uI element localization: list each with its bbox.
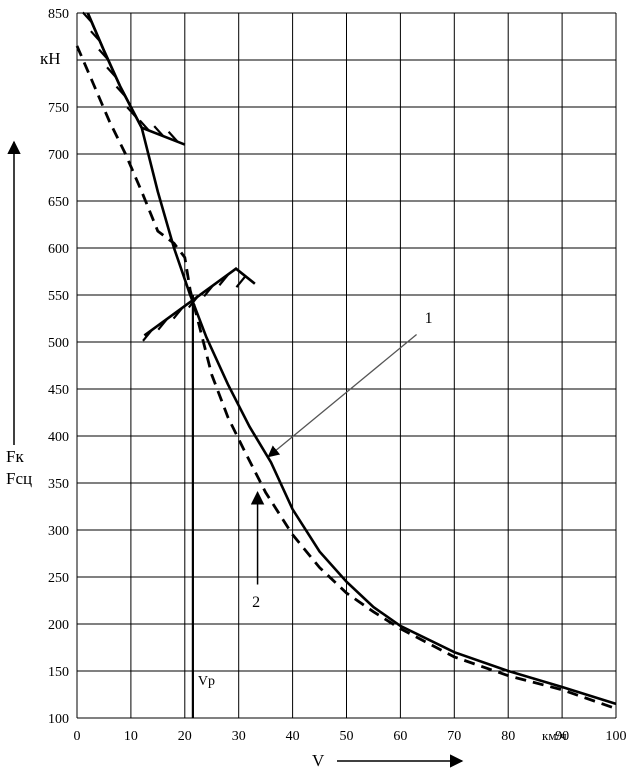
y-axis-label-fsc: Fсц — [6, 469, 32, 488]
y-tick-label: 350 — [48, 477, 69, 492]
vp-label: Vр — [198, 674, 215, 689]
series-2-line — [75, 45, 617, 710]
x-axis-label: V — [312, 751, 325, 770]
y-tick-label: 500 — [48, 336, 69, 351]
x-tick-label: 20 — [178, 729, 192, 744]
x-tick-label: 100 — [606, 729, 627, 744]
x-tick-label: 10 — [124, 729, 138, 744]
x-tick-label: 60 — [393, 729, 407, 744]
y-tick-label: 400 — [48, 430, 69, 445]
y-tick-label: 550 — [48, 289, 69, 304]
callout-1-arrow — [267, 333, 417, 458]
callout-2-label: 2 — [252, 594, 260, 611]
y-tick-label: 650 — [48, 195, 69, 210]
hatch-tick — [139, 119, 150, 132]
y-tick-label: 700 — [48, 148, 69, 163]
y-tick-label: 300 — [48, 524, 69, 539]
y-tick-label: 600 — [48, 242, 69, 257]
x-tick-label: 80 — [501, 729, 515, 744]
hatch-tick — [142, 329, 153, 342]
x-unit-label: км/ч — [542, 728, 567, 743]
y-unit-label: кН — [40, 49, 61, 68]
y-tick-label: 450 — [48, 383, 69, 398]
y-tick-label: 200 — [48, 618, 69, 633]
adhesion-limit-line — [86, 12, 186, 146]
hatch-tick — [218, 273, 230, 286]
y-tick-label: 250 — [48, 571, 69, 586]
adhesion-limit-line — [143, 267, 256, 337]
hatch-tick — [153, 125, 165, 137]
x-tick-label: 30 — [232, 729, 246, 744]
hatch-tick — [172, 306, 184, 320]
hatch-tick — [203, 284, 214, 298]
grid-lines — [76, 12, 617, 719]
hatch-tick — [167, 131, 179, 143]
hatch-tick — [157, 318, 169, 331]
y-tick-label: 750 — [48, 101, 69, 116]
x-tick-label: 50 — [340, 729, 354, 744]
x-tick-label: 70 — [447, 729, 461, 744]
x-tick-label: 0 — [74, 729, 81, 744]
x-tick-labels: 0 10 20 30 40 50 60 70 80 90 100 — [74, 729, 627, 744]
x-tick-label: 90 — [555, 729, 569, 744]
callout-1-label: 1 — [425, 310, 433, 327]
y-tick-labels: 100 150 200 250 300 350 400 450 500 550 600 650 700 7… — [48, 7, 69, 727]
y-tick-label: 850 — [48, 7, 69, 22]
hatch-tick — [235, 275, 247, 288]
y-tick-label: 150 — [48, 665, 69, 680]
series-1-line — [86, 12, 617, 706]
y-axis-label-fk: Fк — [6, 447, 24, 466]
x-tick-label: 40 — [286, 729, 300, 744]
y-tick-label: 100 — [48, 712, 69, 727]
